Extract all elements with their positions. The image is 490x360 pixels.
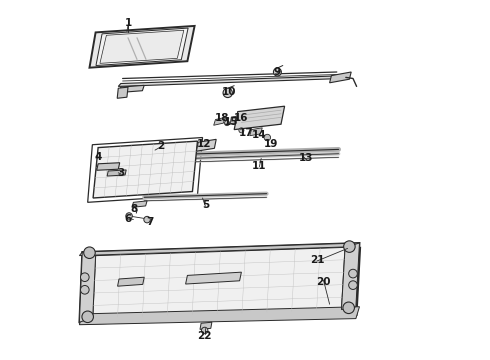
Circle shape — [80, 273, 89, 282]
Text: 10: 10 — [221, 87, 236, 97]
Circle shape — [82, 311, 94, 323]
Polygon shape — [186, 272, 242, 284]
Polygon shape — [93, 247, 345, 318]
Text: 5: 5 — [202, 200, 209, 210]
Polygon shape — [342, 243, 360, 310]
Text: 16: 16 — [233, 113, 248, 123]
Text: 9: 9 — [274, 67, 281, 77]
Text: 3: 3 — [117, 168, 124, 178]
Circle shape — [349, 281, 357, 289]
Text: 13: 13 — [299, 153, 314, 163]
Polygon shape — [214, 117, 225, 125]
Polygon shape — [230, 116, 236, 124]
Circle shape — [224, 121, 229, 126]
Circle shape — [349, 269, 357, 278]
Polygon shape — [118, 76, 346, 86]
Polygon shape — [79, 307, 360, 325]
Polygon shape — [79, 243, 360, 322]
Polygon shape — [132, 201, 147, 207]
Polygon shape — [119, 85, 144, 93]
Polygon shape — [234, 106, 285, 130]
Text: 17: 17 — [239, 128, 253, 138]
Circle shape — [239, 128, 244, 133]
Text: 11: 11 — [252, 161, 267, 171]
Circle shape — [84, 247, 95, 258]
Circle shape — [223, 88, 232, 98]
Text: 22: 22 — [197, 330, 212, 341]
Polygon shape — [97, 163, 120, 170]
Polygon shape — [79, 243, 360, 256]
Polygon shape — [93, 141, 197, 198]
Text: 19: 19 — [264, 139, 278, 149]
Text: 18: 18 — [214, 113, 229, 123]
Circle shape — [80, 285, 89, 294]
Text: 2: 2 — [157, 141, 164, 151]
Circle shape — [201, 327, 208, 334]
Polygon shape — [80, 248, 360, 324]
Polygon shape — [107, 170, 126, 176]
Text: 21: 21 — [310, 255, 324, 265]
Circle shape — [343, 302, 354, 314]
Polygon shape — [117, 87, 128, 98]
Polygon shape — [250, 128, 262, 136]
Polygon shape — [118, 277, 144, 286]
Polygon shape — [79, 252, 96, 322]
Circle shape — [144, 216, 150, 223]
Text: 14: 14 — [252, 130, 267, 140]
Polygon shape — [90, 26, 195, 68]
Text: 7: 7 — [146, 217, 153, 227]
Polygon shape — [100, 30, 184, 63]
Polygon shape — [200, 322, 212, 329]
Text: 15: 15 — [223, 117, 238, 127]
Text: 6: 6 — [124, 213, 132, 224]
Polygon shape — [196, 139, 216, 151]
Text: 8: 8 — [130, 204, 138, 214]
Circle shape — [343, 241, 355, 252]
Circle shape — [126, 213, 132, 219]
Polygon shape — [330, 72, 351, 83]
Text: 20: 20 — [316, 276, 331, 287]
Text: 12: 12 — [196, 139, 211, 149]
Circle shape — [273, 68, 281, 76]
Polygon shape — [96, 28, 188, 66]
Circle shape — [264, 134, 270, 141]
Text: 1: 1 — [124, 18, 132, 28]
Text: 4: 4 — [95, 152, 102, 162]
